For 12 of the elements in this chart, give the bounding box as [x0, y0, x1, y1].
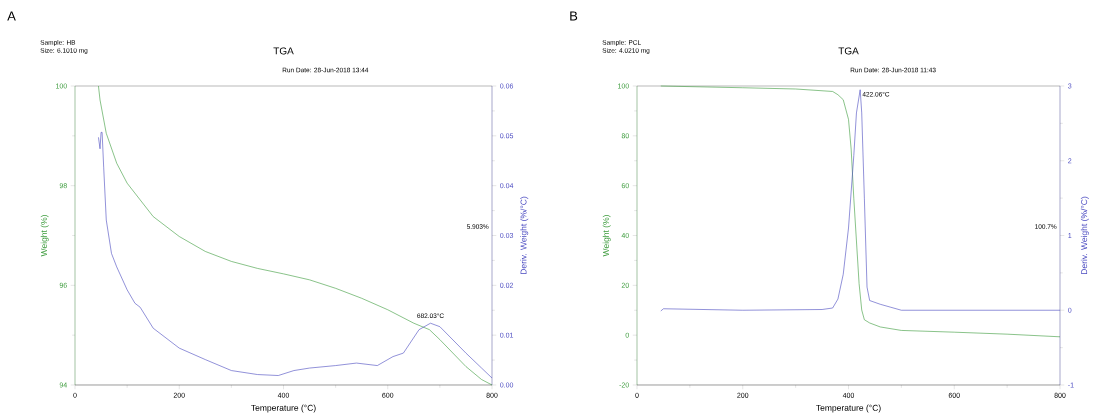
- line-series: [98, 85, 493, 386]
- text: A: [7, 11, 16, 21]
- text: B: [570, 11, 578, 21]
- x-axis-title: Temperature (°C): [816, 404, 881, 413]
- chart-title: TGA: [273, 47, 294, 55]
- chart-title: TGA: [838, 47, 859, 55]
- x-axis-title: Temperature (°C): [251, 404, 316, 413]
- y2-axis-title: Deriv. Weight (%/°C): [520, 196, 529, 275]
- y-axis-title: Weight (%): [602, 215, 611, 257]
- y-axis-title: Weight (%): [40, 215, 49, 257]
- y2-axis-title: Deriv. Weight (%/°C): [1080, 196, 1089, 275]
- line-series: [98, 132, 493, 379]
